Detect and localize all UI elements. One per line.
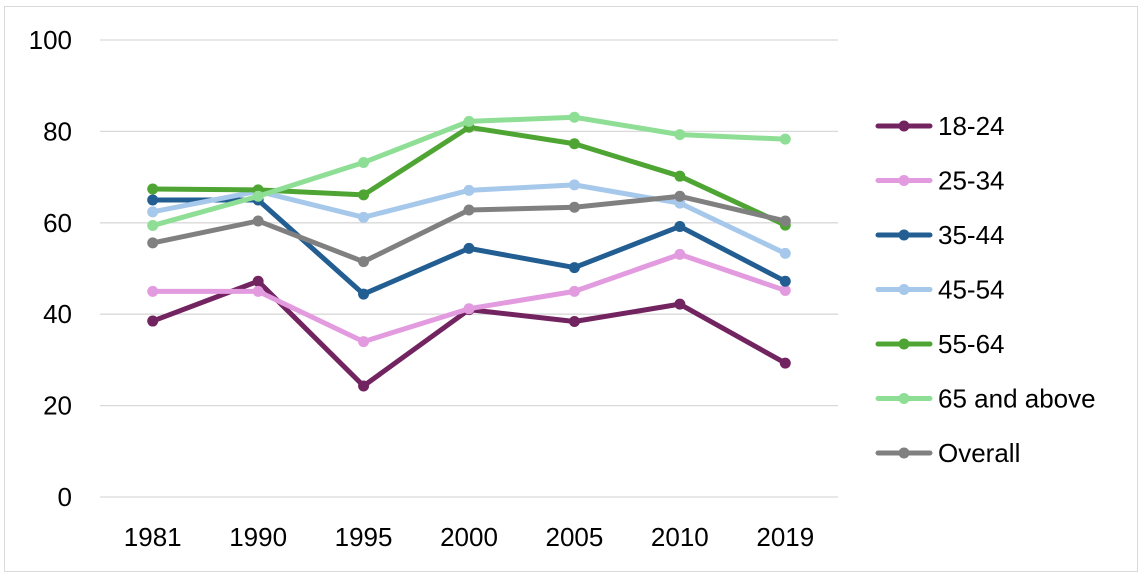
x-tick-label: 2005	[546, 522, 604, 552]
data-point-55-64	[674, 170, 686, 182]
data-point-45-54	[463, 184, 475, 196]
y-tick-label: 60	[43, 208, 72, 238]
data-point-18-24	[147, 315, 159, 327]
data-point-65-and-above	[147, 220, 159, 232]
legend: 18-24 25-34 35-44 45-54 55-64 65 and above Ove…	[875, 111, 1096, 468]
data-point-55-64	[358, 189, 370, 201]
legend-swatch-marker	[898, 284, 910, 295]
x-tick-label: 1981	[124, 522, 182, 552]
series-65-and-above	[147, 111, 791, 232]
data-point-25-34	[779, 284, 791, 296]
legend-label: 65 and above	[938, 384, 1096, 414]
y-tick-label: 100	[29, 25, 72, 55]
data-point-overall	[147, 237, 159, 249]
series-line-18-24	[150, 278, 788, 389]
data-point-overall	[674, 190, 686, 202]
legend-label: Overall	[938, 438, 1020, 468]
data-point-25-34	[358, 336, 370, 348]
legend-item-overall: Overall	[875, 438, 1020, 468]
data-point-overall	[358, 256, 370, 268]
legend-label: 35-44	[938, 220, 1005, 250]
series-lines	[147, 111, 791, 392]
y-tick-label: 20	[43, 391, 72, 421]
data-point-65-and-above	[252, 190, 264, 202]
y-tick-label: 80	[43, 116, 72, 146]
data-point-45-54	[147, 206, 159, 218]
x-tick-label: 2000	[440, 522, 498, 552]
x-tick-label: 2010	[651, 522, 709, 552]
data-point-35-44	[147, 194, 159, 206]
data-point-65-and-above	[463, 115, 475, 127]
legend-item-18-24: 18-24	[875, 111, 1005, 141]
data-point-55-64	[147, 183, 159, 195]
legend-swatch-marker	[898, 338, 910, 350]
data-point-overall	[568, 201, 580, 213]
data-point-25-34	[463, 303, 475, 315]
series-overall	[147, 190, 791, 268]
data-point-65-and-above	[568, 111, 580, 123]
y-tick-label: 40	[43, 299, 72, 329]
legend-label: 55-64	[938, 329, 1005, 359]
legend-item-65-and-above: 65 and above	[875, 384, 1096, 414]
legend-swatch-marker	[898, 120, 910, 132]
data-point-overall	[779, 215, 791, 227]
data-point-65-and-above	[779, 133, 791, 145]
data-point-18-24	[252, 275, 264, 287]
legend-item-35-44: 35-44	[875, 220, 1005, 250]
data-point-25-34	[252, 285, 264, 297]
data-point-18-24	[674, 298, 686, 310]
series-25-34	[147, 248, 791, 348]
data-point-55-64	[568, 138, 580, 150]
data-point-35-44	[568, 262, 580, 274]
data-point-overall	[252, 215, 264, 227]
data-point-45-54	[358, 211, 370, 223]
legend-swatch-marker	[898, 175, 910, 186]
legend-swatch-marker	[898, 447, 910, 459]
data-point-25-34	[674, 248, 686, 260]
data-point-18-24	[568, 316, 580, 328]
legend-swatch-marker	[898, 229, 910, 241]
data-point-18-24	[358, 380, 370, 392]
legend-item-55-64: 55-64	[875, 329, 1005, 359]
data-point-65-and-above	[358, 156, 370, 168]
data-point-35-44	[358, 288, 370, 300]
legend-label: 18-24	[938, 111, 1005, 141]
legend-swatch-marker	[898, 393, 910, 404]
x-tick-label: 1995	[335, 522, 393, 552]
series-line-25-34	[150, 251, 788, 345]
x-tick-label: 2019	[756, 522, 814, 552]
legend-item-25-34: 25-34	[875, 166, 1005, 196]
data-point-35-44	[674, 220, 686, 232]
y-axis-tick-labels: 0 20 40 60 80 100	[29, 25, 72, 512]
data-point-overall	[463, 204, 475, 216]
data-point-25-34	[568, 285, 580, 297]
x-axis-tick-labels: 1981 1990 1995 2000 2005 2010 2019	[124, 522, 814, 552]
data-point-65-and-above	[674, 129, 686, 141]
x-tick-label: 1990	[229, 522, 287, 552]
legend-item-45-54: 45-54	[875, 275, 1005, 305]
data-point-25-34	[147, 285, 159, 297]
legend-label: 45-54	[938, 275, 1005, 305]
data-point-45-54	[568, 179, 580, 191]
data-point-35-44	[779, 275, 791, 287]
data-point-18-24	[779, 357, 791, 369]
data-point-35-44	[463, 242, 475, 254]
y-tick-label: 0	[58, 482, 72, 512]
legend-label: 25-34	[938, 166, 1005, 196]
data-point-45-54	[779, 247, 791, 259]
